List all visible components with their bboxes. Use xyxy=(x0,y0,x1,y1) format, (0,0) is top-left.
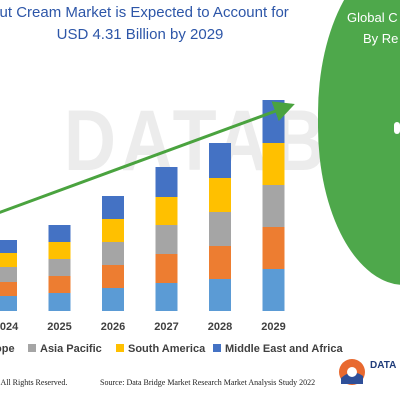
bar-segment-2025-5 xyxy=(48,225,71,242)
bar-segment-2027-5 xyxy=(155,167,178,197)
chart-title-line1: nut Cream Market is Expected to Account … xyxy=(0,4,289,21)
bar-segment-2025-3 xyxy=(48,259,71,276)
x-tick-label-2027: 2027 xyxy=(154,321,178,333)
bar-segment-2026-4 xyxy=(102,219,124,242)
bar-segment-2027-2 xyxy=(155,254,178,283)
bar-segment-2029-4 xyxy=(262,143,285,185)
chart-title: nut Cream Market is Expected to Account … xyxy=(0,2,318,46)
bar-segment-2025-1 xyxy=(48,293,71,311)
bars-group xyxy=(0,100,285,311)
legend-item-middle-east-africa: Middle East and Africa xyxy=(213,341,343,357)
chart-title-line2: USD 4.31 Billion by 2029 xyxy=(56,26,224,43)
legend-item-south-america: South America xyxy=(116,341,205,357)
side-panel-title-line1: Global C xyxy=(347,10,398,25)
legend-swatch xyxy=(116,344,124,352)
bar-segment-2024-3 xyxy=(0,267,17,282)
bar-segment-2029-3 xyxy=(262,185,285,227)
x-tick-label-2025: 2025 xyxy=(47,321,71,333)
bar-segment-2029-1 xyxy=(262,269,285,311)
x-tick-label-2028: 2028 xyxy=(208,321,232,333)
side-panel-title: Global C By Re xyxy=(347,7,400,49)
bar-segment-2024-5 xyxy=(0,240,17,253)
legend-swatch xyxy=(28,344,36,352)
legend-swatch xyxy=(213,344,221,352)
legend-label: South America xyxy=(128,343,206,355)
side-panel-dot xyxy=(394,122,400,134)
bar-segment-2026-2 xyxy=(102,265,124,288)
bar-segment-2029-5 xyxy=(262,100,285,143)
brand-logo-icon xyxy=(339,359,365,385)
brand-name: DATA xyxy=(370,360,397,371)
trend-arrow xyxy=(0,101,295,214)
legend: ope Asia Pacific South America Middle Ea… xyxy=(0,341,360,359)
bar-segment-2028-5 xyxy=(209,143,231,178)
bar-segment-2025-4 xyxy=(48,242,71,259)
bar-segment-2024-2 xyxy=(0,282,17,296)
source-text: Source: Data Bridge Market Research Mark… xyxy=(100,378,316,387)
bar-segment-2026-1 xyxy=(102,288,124,311)
legend-label: Asia Pacific xyxy=(40,343,102,355)
x-axis-ticks: 2024 2025 2026 2027 2028 2029 xyxy=(0,321,286,333)
legend-label: Middle East and Africa xyxy=(225,343,343,355)
bar-segment-2024-1 xyxy=(0,296,17,311)
side-panel-title-line2: By Re xyxy=(363,31,399,46)
x-tick-label-2029: 2029 xyxy=(261,321,285,333)
legend-item-asia-pacific: Asia Pacific xyxy=(28,341,102,357)
bar-segment-2028-1 xyxy=(209,279,231,311)
x-tick-label-2026: 2026 xyxy=(101,321,125,333)
bar-segment-2026-5 xyxy=(102,196,124,219)
bar-segment-2027-4 xyxy=(155,197,178,225)
copyright-text: rch- All Rights Reserved. xyxy=(0,378,68,387)
bar-segment-2027-3 xyxy=(155,225,178,254)
bar-segment-2027-1 xyxy=(155,283,178,311)
bar-segment-2024-4 xyxy=(0,253,17,267)
bar-segment-2029-2 xyxy=(262,227,285,269)
legend-label: ope xyxy=(0,343,15,355)
legend-item-europe: ope xyxy=(0,341,15,357)
bar-segment-2028-4 xyxy=(209,178,231,212)
bar-segment-2028-3 xyxy=(209,212,231,246)
bar-segment-2026-3 xyxy=(102,242,124,265)
bar-segment-2025-2 xyxy=(48,276,71,293)
x-tick-label-2024: 2024 xyxy=(0,321,19,333)
bar-segment-2028-2 xyxy=(209,246,231,279)
